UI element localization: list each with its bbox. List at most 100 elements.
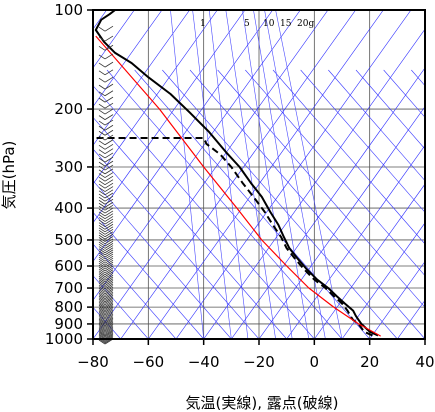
series-line-1 xyxy=(93,137,373,337)
wind-barb xyxy=(98,311,114,317)
wind-barb-staff xyxy=(104,69,114,76)
mixing-ratio-labels: 1 5 10 15 20g xyxy=(200,19,314,29)
wind-barb-flag xyxy=(98,97,106,103)
wind-barb-flag xyxy=(98,286,106,291)
wind-barb-flag xyxy=(98,268,106,274)
wind-barb-flag xyxy=(98,237,106,242)
wind-barb xyxy=(98,124,114,131)
wind-barb-flag xyxy=(98,45,106,51)
wind-barb-flag xyxy=(98,115,106,120)
wind-barb-flag xyxy=(98,246,106,251)
wind-barb-flag xyxy=(98,316,106,321)
wind-barb-flag xyxy=(98,211,106,217)
isotherm-line xyxy=(341,222,425,339)
wind-barb-flag xyxy=(98,339,106,345)
wind-barb-flag xyxy=(98,36,106,42)
mixing-ratio-label: 1 xyxy=(200,19,206,29)
wind-barb-staff xyxy=(104,76,114,83)
isotherm-line xyxy=(93,10,135,69)
wind-barb xyxy=(98,221,114,228)
wind-barb xyxy=(98,322,114,329)
wind-barb-staff xyxy=(104,263,114,270)
wind-barb-flag xyxy=(98,291,106,296)
y-tick-label: 100 xyxy=(54,1,83,19)
wind-barb xyxy=(98,192,114,199)
wind-barb-staff xyxy=(104,290,114,296)
wind-barb-staff xyxy=(104,192,114,199)
wind-barb xyxy=(98,218,114,225)
wind-barb-staff xyxy=(104,327,114,334)
wind-barb-staff xyxy=(104,195,114,202)
adiabat-line xyxy=(383,69,425,118)
wind-barb xyxy=(98,231,114,238)
wind-barb-staff xyxy=(104,114,114,120)
wind-barb-flag xyxy=(98,180,106,186)
wind-barb xyxy=(98,319,114,325)
wind-barb-staff xyxy=(104,207,114,214)
wind-barb xyxy=(98,267,114,274)
x-tick-label: −20 xyxy=(243,353,275,371)
wind-barb xyxy=(98,321,114,328)
wind-barb-staff xyxy=(104,271,114,277)
wind-barb-staff xyxy=(104,305,114,312)
wind-barb-staff xyxy=(104,313,114,320)
wind-barb-flag xyxy=(98,289,106,295)
wind-barb xyxy=(98,247,114,254)
wind-barb-staff xyxy=(104,189,114,196)
wind-barb-flag xyxy=(98,208,106,214)
wind-barb-staff xyxy=(104,269,114,276)
isotherm-line xyxy=(314,183,425,339)
reference-lines xyxy=(93,10,425,339)
mixing-ratio-line xyxy=(170,10,204,339)
x-tick-label: 40 xyxy=(415,353,434,371)
wind-barb-flag xyxy=(98,125,106,131)
wind-barb-staff xyxy=(104,265,114,272)
wind-barb-flag xyxy=(98,244,106,249)
wind-barb-flag xyxy=(98,224,106,230)
mixing-ratio-line xyxy=(208,10,249,339)
wind-barb-flag xyxy=(98,300,106,306)
wind-barb xyxy=(98,189,114,196)
isotherm-line xyxy=(203,28,425,339)
series-layer xyxy=(93,9,381,337)
wind-barb-staff xyxy=(104,172,114,178)
y-tick-label: 400 xyxy=(54,199,83,217)
wind-barb-staff xyxy=(104,257,114,264)
wind-barb-flag xyxy=(98,326,106,332)
wind-barb xyxy=(98,303,114,310)
wind-barb xyxy=(98,143,114,150)
isotherm-line xyxy=(369,261,425,339)
wind-barb-flag xyxy=(98,333,106,339)
wind-barb-flag xyxy=(98,130,106,136)
wind-barb xyxy=(98,83,114,90)
wind-barb-flag xyxy=(98,314,106,320)
wind-barb xyxy=(98,198,114,205)
wind-barb-flag xyxy=(98,320,106,325)
wind-barb-staff xyxy=(104,283,114,290)
wind-barb-staff xyxy=(104,329,114,335)
wind-barb xyxy=(98,265,114,272)
adiabat-line xyxy=(300,69,425,213)
wind-barb-flag xyxy=(98,330,106,335)
wind-barb-flag xyxy=(98,183,106,189)
wind-barb-staff xyxy=(104,186,114,192)
wind-barb-staff xyxy=(104,251,114,258)
wind-barb xyxy=(98,179,114,186)
wind-barb-staff xyxy=(104,233,114,240)
y-tick-label: 900 xyxy=(54,315,83,333)
wind-barb xyxy=(98,160,114,167)
wind-barb-flag xyxy=(98,214,106,220)
lines xyxy=(93,10,425,339)
wind-barb xyxy=(98,325,114,332)
wind-barb-staff xyxy=(104,139,114,146)
y-tick-label: 200 xyxy=(54,100,83,118)
adiabat-line xyxy=(411,69,425,87)
wind-barb-flag xyxy=(98,239,106,245)
wind-barb-flag xyxy=(98,292,106,298)
wind-barb-staff xyxy=(104,324,114,330)
wind-barb-flag xyxy=(98,275,106,281)
x-tick-label: −40 xyxy=(188,353,220,371)
wind-barb xyxy=(98,108,114,115)
adiabat-line xyxy=(93,85,315,339)
wind-barb-flag xyxy=(98,252,106,258)
